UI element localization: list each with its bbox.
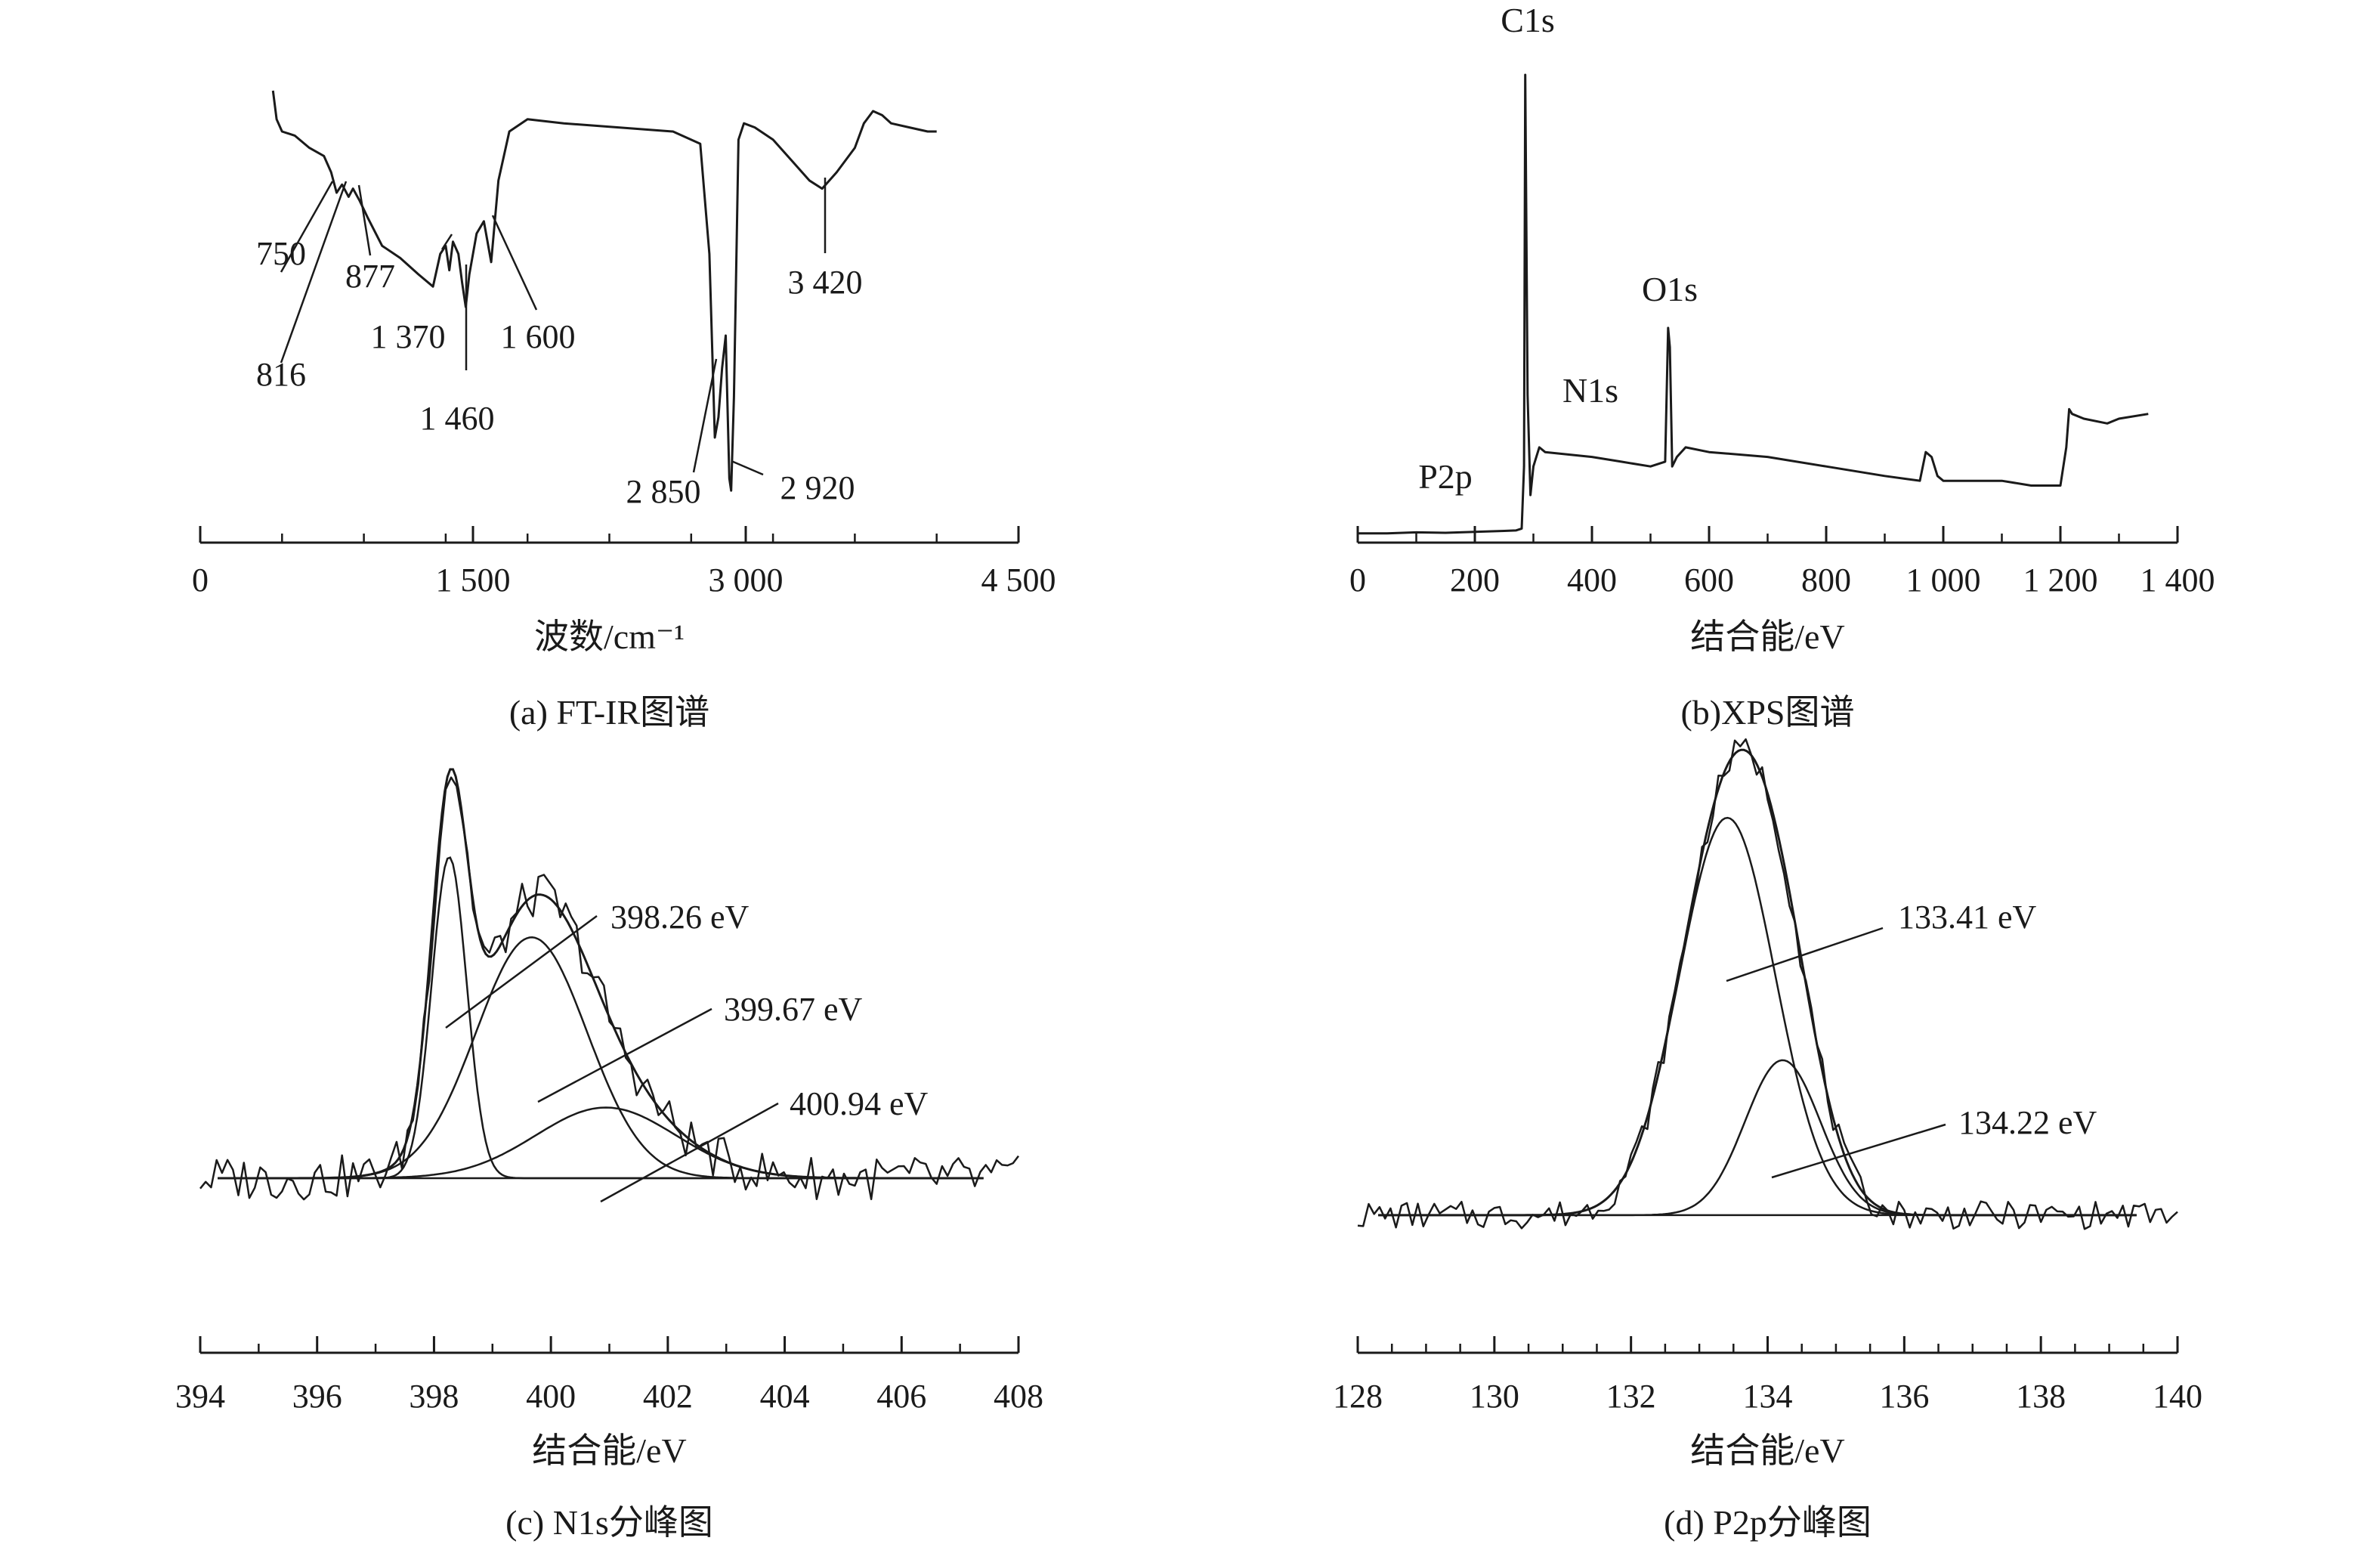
annotation-leader [692,358,718,473]
annotation-leader [491,215,538,311]
peak-label: O1s [1642,270,1698,308]
peak-annotation: 816 [256,356,306,393]
x-tick-label: 400 [526,1378,576,1415]
x-tick-label: 200 [1450,562,1500,599]
x-tick-label: 406 [876,1378,926,1415]
x-tick-label: 600 [1684,562,1734,599]
panel-caption: (a) FT-IR图谱 [509,693,709,732]
raw-data-line [199,776,1019,1201]
x-tick-label: 402 [643,1378,693,1415]
peak-label: P2p [1418,457,1473,496]
peak-annotation: 399.67 eV [724,991,863,1028]
x-axis-label: 结合能/eV [1690,1431,1844,1470]
panel-caption: (d) P2p分峰图 [1664,1503,1872,1542]
peak-annotation: 877 [345,258,395,295]
x-tick-label: 398 [409,1378,459,1415]
x-tick-label: 1 200 [2023,562,2098,599]
peak-annotation: 1 600 [501,318,576,355]
x-tick-label: 130 [1470,1378,1519,1415]
x-tick-label: 1 500 [436,562,511,599]
annotation-leader [537,1007,712,1103]
annotation-leader [440,234,453,250]
peak-annotation: 1 370 [371,318,446,355]
fit-envelope [1378,748,2137,1217]
x-tick-label: 138 [2016,1378,2066,1415]
panel-d-p2p: 128 130 132 134 136 138 140 结合能/eV (d) P2p分峰图 133… [1333,738,2202,1542]
x-tick-label: 0 [1349,562,1366,599]
x-tick-label: 408 [994,1378,1043,1415]
annotation-leader [1771,1123,1946,1179]
x-tick-label: 3 000 [709,562,784,599]
x-tick-label: 394 [175,1378,225,1415]
x-tick-label: 132 [1606,1378,1656,1415]
peak-annotation: 133.41 eV [1898,899,2037,936]
spectrum-line [1358,73,2149,535]
annotation-leader [280,181,348,364]
peak-label: N1s [1562,371,1618,410]
x-tick-label: 136 [1879,1378,1929,1415]
x-tick-label: 800 [1801,562,1851,599]
panel-a-ftir: 0 1 500 3 000 4 500 波数/cm⁻¹ (a) FT-IR图谱 750 816… [192,90,1056,732]
component-peak-0 [1378,816,2137,1217]
x-tick-label: 134 [1743,1378,1793,1415]
x-tick-label: 128 [1333,1378,1383,1415]
annotation-leader [445,914,598,1029]
x-tick-label: 140 [2153,1378,2202,1415]
annotation-leader [600,1102,779,1203]
annotation-leader [280,181,334,273]
x-tick-label: 1 000 [1906,562,1981,599]
x-tick-label: 404 [760,1378,810,1415]
x-tick-label: 0 [192,562,209,599]
spectrum-line [271,90,937,492]
raw-data-line [1357,738,2178,1230]
peak-annotation: 3 420 [788,264,863,301]
x-tick-label: 400 [1567,562,1617,599]
peak-annotation: 1 460 [420,400,495,437]
component-peak-1 [218,936,984,1180]
peak-annotation: 134.22 eV [1958,1104,2097,1141]
peak-annotation: 750 [256,235,306,272]
x-tick-label: 396 [292,1378,342,1415]
annotation-leader [1726,927,1884,982]
panel-b-xps: 0 200 400 600 800 1 000 1 200 1 400 结合能/eV (b)XPS… [1349,1,2215,732]
peak-label: C1s [1501,1,1555,39]
panel-caption: (b)XPS图谱 [1680,693,1854,732]
panel-caption: (c) N1s分峰图 [505,1503,713,1542]
component-peak-0 [218,856,984,1180]
annotation-leader [731,459,764,476]
peak-annotation: 398.26 eV [610,899,750,936]
peak-annotation: 2 850 [626,473,701,510]
x-axis-label: 结合能/eV [1690,617,1844,656]
annotation-leader [357,184,372,256]
x-tick-label: 1 400 [2140,562,2215,599]
peak-annotation: 2 920 [780,469,855,506]
panel-c-n1s: 394 396 398 400 402 404 406 408 结合能/eV (c) N1s分峰图… [175,768,1043,1542]
peak-annotation: 400.94 eV [790,1085,929,1122]
x-tick-label: 4 500 [981,562,1056,599]
x-axis-label: 波数/cm⁻¹ [534,617,685,656]
x-axis-label: 结合能/eV [532,1431,686,1470]
